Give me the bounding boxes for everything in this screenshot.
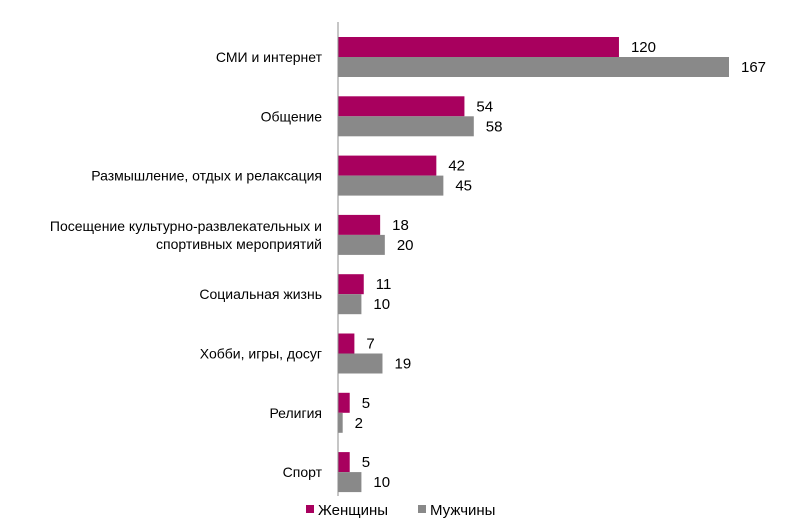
legend-label-men: Мужчины <box>430 502 495 519</box>
value-label-men-5: 19 <box>394 356 411 373</box>
category-label-0: СМИ и интернет <box>216 49 323 65</box>
value-label-women-6: 5 <box>362 395 370 412</box>
legend-swatch-women <box>306 505 314 513</box>
value-label-women-2: 42 <box>448 158 465 175</box>
value-label-women-7: 5 <box>362 454 370 471</box>
value-label-men-4: 10 <box>373 296 390 313</box>
bar-men-6 <box>338 412 343 433</box>
category-label-1: Общение <box>261 108 323 124</box>
bar-women-5 <box>338 333 355 354</box>
value-label-women-1: 54 <box>476 98 493 115</box>
bar-women-3 <box>338 214 381 235</box>
category-label-3: Посещение культурно-развлекательных и спо… <box>50 218 322 252</box>
bar-women-7 <box>338 452 350 473</box>
bar-women-6 <box>338 392 350 413</box>
bars-group <box>338 37 729 493</box>
value-label-women-0: 120 <box>631 39 656 56</box>
value-label-women-5: 7 <box>366 336 374 353</box>
value-label-men-3: 20 <box>397 237 414 254</box>
value-label-men-1: 58 <box>486 118 503 135</box>
category-label-4: Социальная жизнь <box>199 286 322 302</box>
category-label-6: Религия <box>269 405 322 421</box>
bar-men-7 <box>338 472 362 493</box>
category-label-7: Спорт <box>283 464 323 480</box>
bar-women-2 <box>338 155 437 176</box>
bar-men-2 <box>338 175 444 196</box>
bar-women-0 <box>338 37 619 57</box>
bar-men-5 <box>338 353 383 374</box>
category-label-5: Хобби, игры, досуг <box>200 346 322 362</box>
value-label-men-2: 45 <box>455 178 472 195</box>
bar-men-3 <box>338 234 385 255</box>
value-label-women-4: 11 <box>376 276 392 293</box>
legend-label-women: Женщины <box>318 502 388 519</box>
category-label-2: Размышление, отдых и релаксация <box>91 168 322 184</box>
bar-men-0 <box>338 57 729 77</box>
value-label-men-6: 2 <box>355 415 363 432</box>
bar-women-1 <box>338 96 465 117</box>
bar-men-1 <box>338 116 474 137</box>
legend: Женщины Мужчины <box>306 502 495 519</box>
bar-women-4 <box>338 274 364 295</box>
value-label-men-7: 10 <box>373 474 390 491</box>
value-label-men-0: 167 <box>741 59 766 76</box>
legend-swatch-men <box>418 505 426 513</box>
value-label-women-3: 18 <box>392 217 409 234</box>
category-labels-group: СМИ и интернет Общение Размышление, отдых … <box>50 49 323 480</box>
bar-men-4 <box>338 294 362 315</box>
